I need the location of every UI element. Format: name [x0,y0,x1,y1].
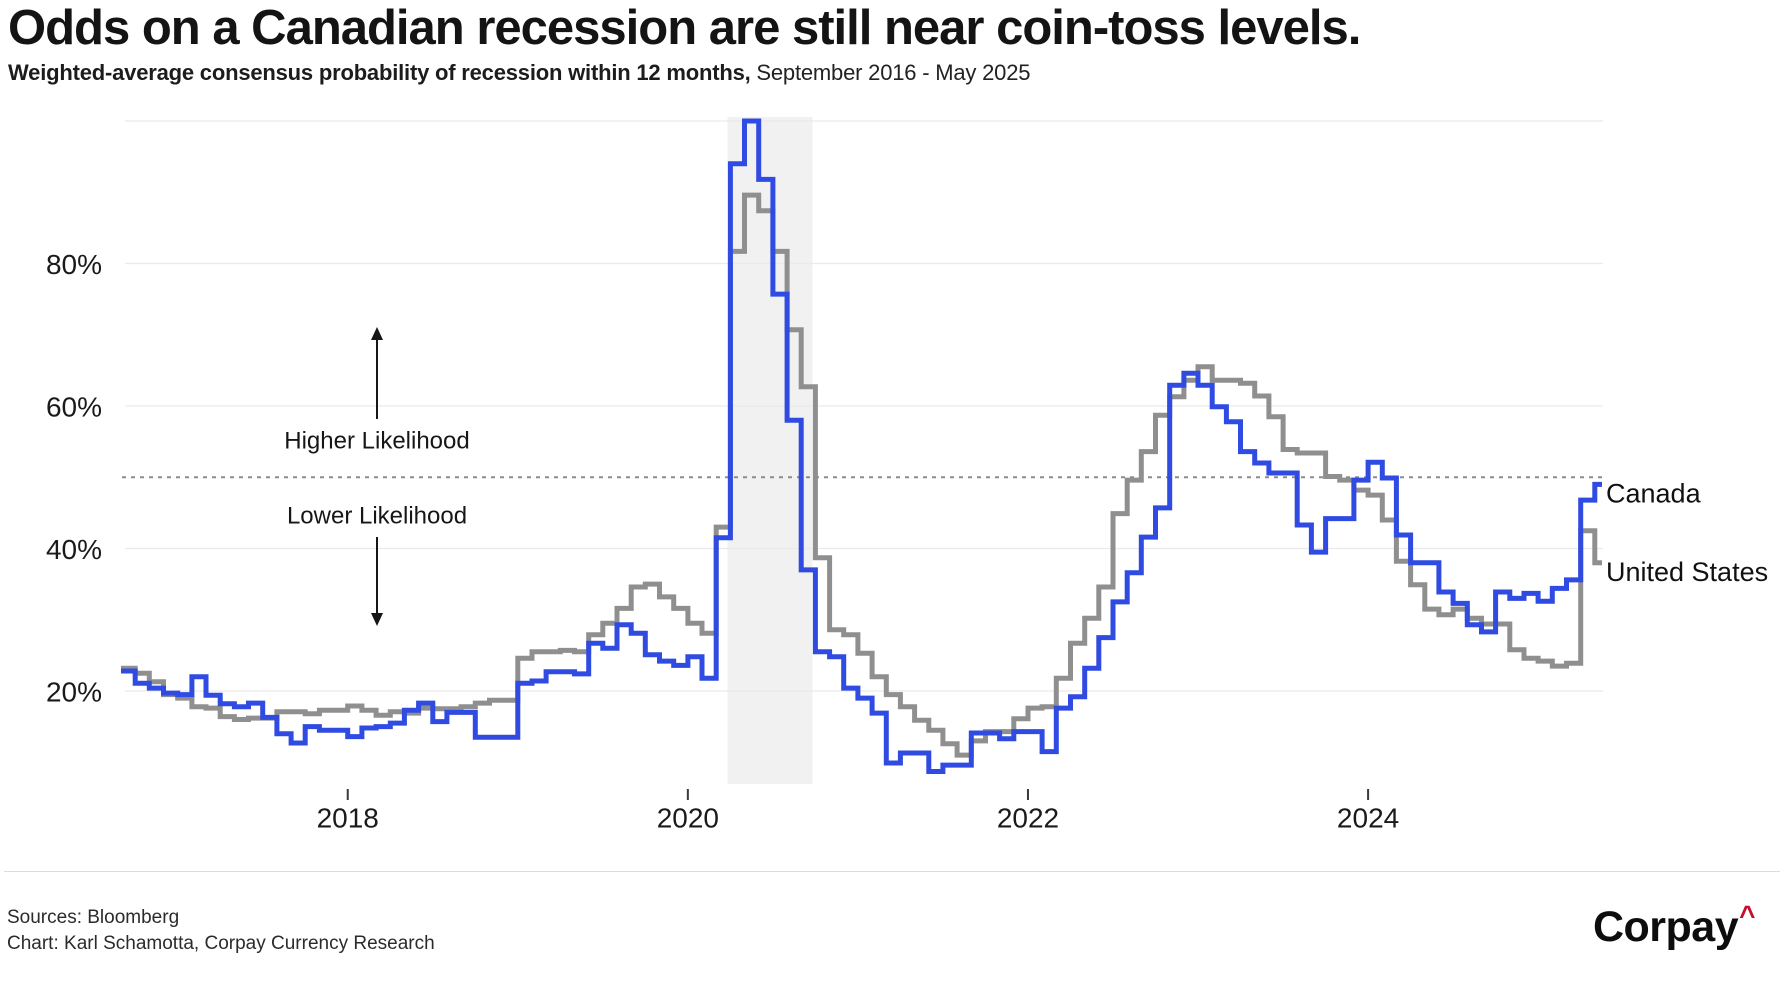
x-tick-label-2022: 2022 [997,803,1059,834]
x-tick-label-2024: 2024 [1337,803,1399,834]
corpay-logo: Corpay^ [1592,900,1756,952]
chart-credit-line: Chart: Karl Schamotta, Corpay Currency R… [7,933,435,954]
y-tick-label-20: 20% [46,677,102,708]
chart-header: Odds on a Canadian recession are still n… [8,1,1776,86]
x-tick-label-2020: 2020 [657,803,719,834]
subtitle-period: September 2016 - May 2025 [750,59,1031,85]
up-arrow-head-icon [371,327,383,340]
y-tick-label-40: 40% [46,534,102,565]
series-label-united-states: United States [1606,557,1768,587]
subtitle-measure: Weighted-average consensus probability o… [8,59,751,85]
corpay-logo-caret-icon: ^ [1739,900,1755,931]
sources-line: Sources: Bloomberg [7,907,180,928]
series-label-canada: Canada [1606,478,1702,508]
footer-credits: Sources: Bloomberg Chart: Karl Schamotta… [7,905,435,957]
canada-line [121,118,1602,774]
x-tick-label-2018: 2018 [317,803,379,834]
lower-likelihood-label: Lower Likelihood [287,503,467,530]
corpay-logo-text: Corpay [1592,903,1739,951]
recession-shaded-band [727,117,813,784]
united-states-line [121,192,1602,758]
page-title: Odds on a Canadian recession are still n… [8,1,1361,55]
higher-likelihood-label: Higher Likelihood [284,428,469,455]
y-tick-label-60: 60% [46,392,102,423]
y-tick-label-80: 80% [46,249,102,280]
footer-divider [4,871,1780,872]
down-arrow-head-icon [371,613,383,626]
chart-subtitle: Weighted-average consensus probability o… [8,60,1776,86]
